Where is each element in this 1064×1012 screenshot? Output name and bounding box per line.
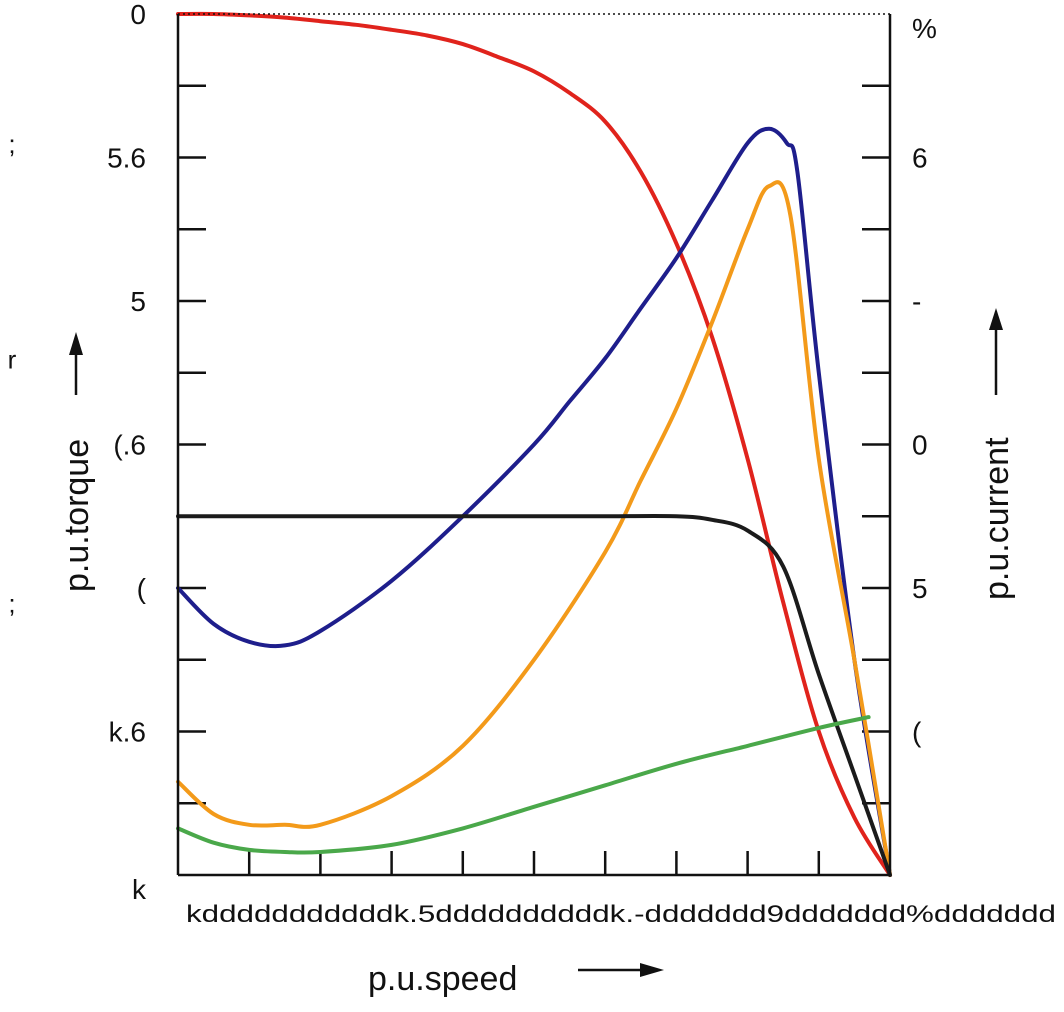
right-tick-label: 6 <box>912 143 928 174</box>
right-tick-label: 5 <box>912 573 928 604</box>
series-lines <box>176 11 892 877</box>
series-line-1 <box>176 11 892 877</box>
series-line-4 <box>176 514 892 877</box>
left-tick-label: ( <box>137 573 147 604</box>
right-tick-label: 0 <box>912 430 928 461</box>
series-line-2 <box>176 126 892 877</box>
left-tick-label: 5 <box>130 286 146 317</box>
right-tick-label: ( <box>912 717 922 748</box>
left-axis-tick-labels: 0 5.6 5 (.6 ( k.6 k <box>107 0 147 905</box>
left-axis-arrow <box>69 332 83 395</box>
left-edge-marks: ; r; <box>8 129 17 618</box>
series-line-5 <box>176 715 871 855</box>
left-tick-label: k.6 <box>109 717 146 748</box>
left-edge-mark: r <box>8 344 17 374</box>
x-axis-tick-labels: kdddddddddddk.5ddddddddddk.-ddddddd9dddd… <box>186 901 1056 928</box>
right-axis-arrow <box>989 308 1003 395</box>
axes <box>176 13 892 877</box>
left-tick-label: (.6 <box>113 430 146 461</box>
left-axis-title: p.u.torque <box>58 439 96 592</box>
right-axis-tick-labels: % 6 - 0 5 ( <box>912 13 937 748</box>
left-tick-label: 5.6 <box>107 143 146 174</box>
left-edge-mark: ; <box>8 129 15 159</box>
right-tick-label: % <box>912 13 937 44</box>
x-axis-title: p.u.speed <box>368 960 517 998</box>
left-tick-label: k <box>132 874 147 905</box>
axis-ticks <box>178 84 890 875</box>
left-tick-label: 0 <box>130 0 146 30</box>
series-line-3 <box>176 180 892 877</box>
x-axis-arrow <box>578 963 664 977</box>
right-axis-title: p.u.current <box>978 437 1016 600</box>
left-edge-mark: ; <box>8 588 15 618</box>
right-tick-label: - <box>912 286 921 317</box>
